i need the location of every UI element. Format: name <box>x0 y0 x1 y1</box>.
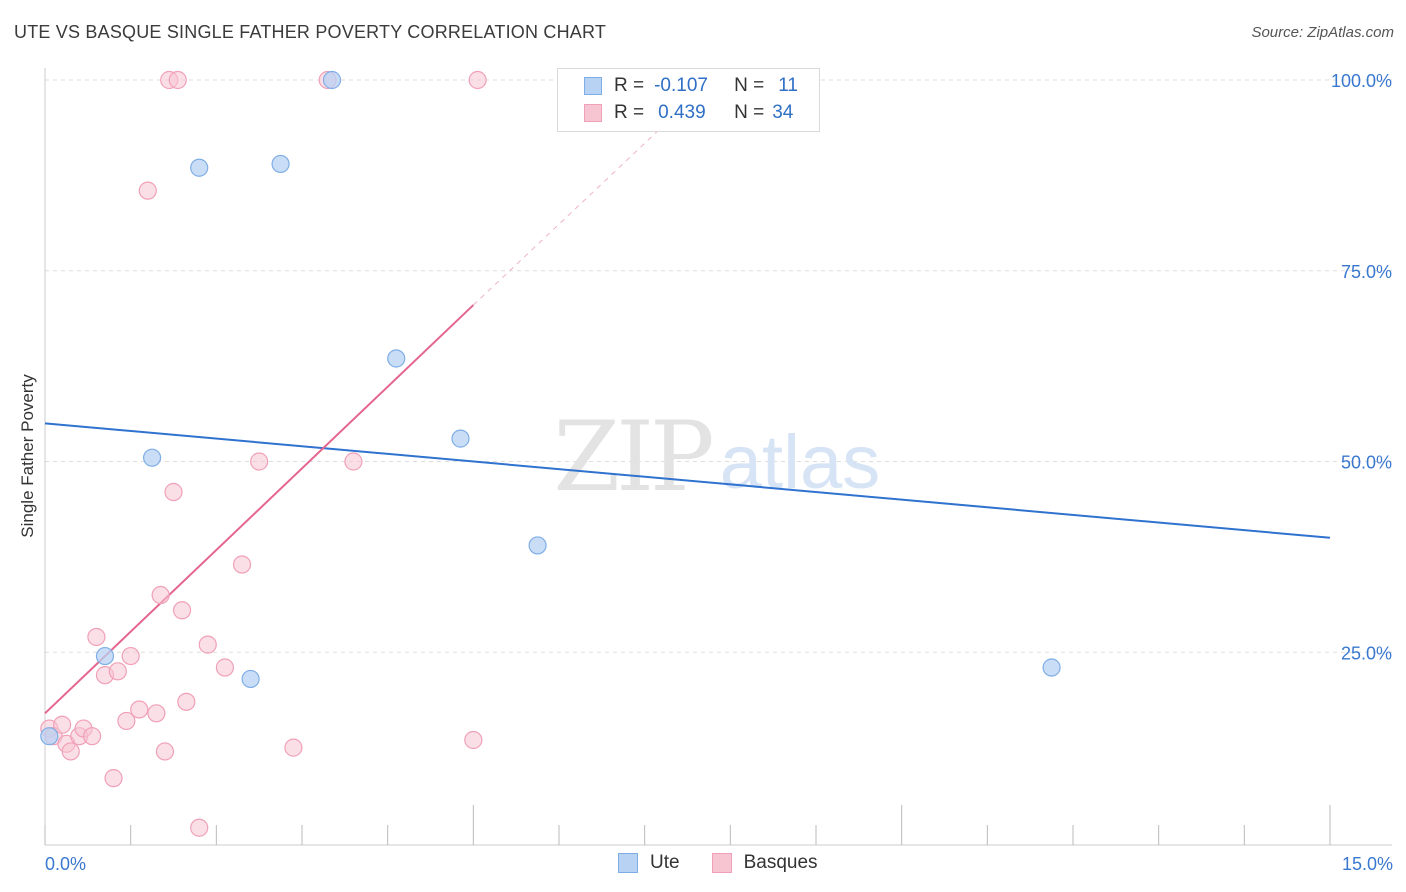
ute-swatch <box>584 77 602 95</box>
basques-point <box>121 646 140 666</box>
basques-point <box>104 769 123 788</box>
ute-point <box>1042 658 1061 677</box>
ute-point <box>451 429 470 448</box>
basques-point <box>232 555 252 574</box>
legend-n-value: 34 <box>772 102 794 123</box>
basques-point <box>468 70 487 90</box>
ute-legend-label: Ute <box>650 852 680 873</box>
basques-point <box>190 818 209 837</box>
legend-r-value: -0.107 <box>654 75 708 96</box>
legend-r-label: R = <box>614 75 645 96</box>
ute-trend-line <box>44 422 1331 539</box>
basques-point <box>215 658 234 677</box>
y-tick-label: 75.0% <box>1341 262 1392 282</box>
legend-r-label: R = <box>614 102 645 123</box>
basques-legend-label: Basques <box>743 852 818 873</box>
legend-n-label: N = <box>734 102 765 123</box>
y-tick-label: 100.0% <box>1331 71 1392 91</box>
legend-n-label: N = <box>734 75 765 96</box>
ute-point <box>142 448 162 467</box>
basques-point <box>344 452 363 471</box>
basques-point <box>164 482 183 502</box>
basques-point <box>87 627 106 647</box>
watermark-zip: ZIP <box>553 401 712 513</box>
basques-point <box>151 585 170 605</box>
basques-point <box>198 635 217 654</box>
ute-point <box>271 154 290 174</box>
tick-labels: 25.0% 50.0% 75.0% 100.0% 0.0% 15.0% <box>45 71 1393 874</box>
ute-point <box>95 646 115 666</box>
watermark-atlas: atlas <box>720 420 881 505</box>
basques-trend-extension <box>472 102 688 306</box>
legend-r-value: 0.439 <box>658 102 706 123</box>
basques-point <box>53 715 72 734</box>
y-tick-label: 50.0% <box>1341 453 1392 473</box>
basques-point <box>177 692 196 711</box>
basques-point <box>155 742 175 761</box>
ute-point <box>40 727 59 746</box>
basques-point <box>138 181 157 200</box>
ute-point <box>528 536 547 555</box>
stats-legend: R = -0.107 N = 11 R = 0.439 N = 34 <box>557 68 820 132</box>
chart-title: UTE VS BASQUE SINGLE FATHER POVERTY CORR… <box>14 22 607 42</box>
basques-point <box>117 711 136 731</box>
ute-point <box>387 349 406 368</box>
ute-point <box>190 158 209 177</box>
series-legend: Ute Basques <box>618 852 818 874</box>
basques-point <box>108 662 127 681</box>
source-label: Source: ZipAtlas.com <box>1251 24 1394 41</box>
basques-legend-swatch <box>711 853 732 873</box>
data-points <box>40 70 1061 837</box>
basques-point <box>168 70 187 90</box>
gridlines <box>45 79 1392 653</box>
basques-point <box>250 452 269 471</box>
basques-point <box>147 704 166 723</box>
ute-point <box>241 669 260 689</box>
x-tick-label: 0.0% <box>45 854 86 874</box>
legend-row-ute: R = -0.107 N = 11 <box>584 74 798 98</box>
legend-n-value: 11 <box>778 75 798 96</box>
x-tick-label: 15.0% <box>1342 854 1393 874</box>
basques-trend-line <box>44 304 475 715</box>
basques-point <box>464 730 483 750</box>
legend-row-basques: R = 0.439 N = 34 <box>584 101 793 125</box>
basques-point <box>172 601 192 620</box>
basques-swatch <box>584 104 602 122</box>
y-tick-label: 25.0% <box>1341 643 1392 663</box>
ute-point <box>322 70 342 90</box>
basques-point <box>83 727 102 746</box>
basques-point <box>130 700 149 719</box>
trend-lines <box>44 102 1331 715</box>
basques-point <box>284 738 303 757</box>
watermark: ZIP atlas <box>553 401 880 513</box>
axes <box>44 68 1392 846</box>
ute-legend-swatch <box>618 853 638 873</box>
basques-point <box>61 742 80 761</box>
